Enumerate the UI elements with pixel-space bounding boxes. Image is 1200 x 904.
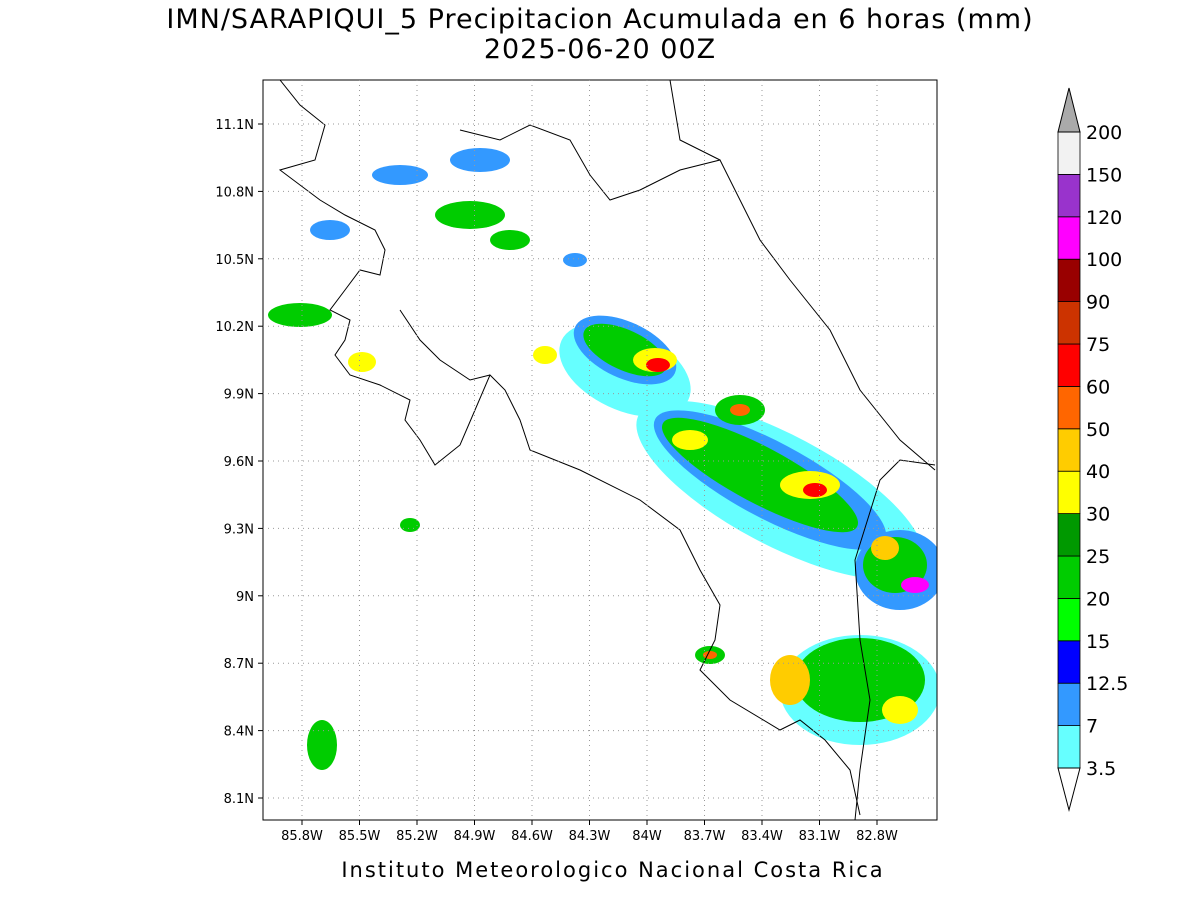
- lon-label: 83.1W: [799, 829, 841, 844]
- map-area: [268, 80, 937, 820]
- colorbar-label: 120: [1086, 207, 1122, 229]
- colorbar-label: 15: [1086, 631, 1110, 653]
- colorbar-box: [1057, 598, 1081, 642]
- colorbar-label: 3.5: [1086, 758, 1116, 780]
- lon-label: 84W: [632, 829, 662, 844]
- colorbar-box: [1057, 682, 1081, 727]
- lat-label: 9.6N: [224, 455, 254, 470]
- lon-label: 83.7W: [684, 829, 726, 844]
- colorbar-label: 7: [1086, 716, 1098, 738]
- lon-label: 84.3W: [569, 829, 611, 844]
- lon-label: 84.6W: [511, 829, 553, 844]
- colorbar-label: 25: [1086, 546, 1110, 568]
- lat-label: 10.8N: [215, 185, 254, 200]
- colorbar-label: 150: [1086, 164, 1122, 186]
- lat-label: 10.5N: [215, 253, 254, 268]
- lat-label: 11.1N: [215, 118, 254, 133]
- lat-label: 10.2N: [215, 320, 254, 335]
- colorbar-label: 40: [1086, 461, 1110, 483]
- colorbar-box: [1057, 301, 1081, 345]
- colorbar-box: [1057, 640, 1081, 684]
- lon-label: 84.9W: [454, 829, 496, 844]
- colorbar-box: [1057, 513, 1081, 557]
- title: IMN/SARAPIQUI_5 Precipitacion Acumulada …: [166, 4, 1033, 35]
- colorbar-under-arrow: [1057, 767, 1081, 812]
- lon-label: 83.4W: [741, 829, 783, 844]
- precip-field: [268, 148, 937, 770]
- footer: Instituto Meteorologico Nacional Costa R…: [341, 858, 884, 882]
- colorbar-label: 100: [1086, 249, 1122, 271]
- lat-label: 8.1N: [224, 792, 254, 807]
- colorbar-label: 75: [1086, 334, 1110, 356]
- subtitle: 2025-06-20 00Z: [484, 34, 716, 65]
- colorbar-label: 50: [1086, 419, 1110, 441]
- lon-label: 85.5W: [339, 829, 381, 844]
- colorbar-over-arrow: [1057, 87, 1081, 133]
- lat-label: 8.4N: [224, 725, 254, 740]
- map-frame: [262, 79, 938, 821]
- colorbar-box: [1057, 555, 1081, 599]
- colorbar-label: 60: [1086, 376, 1110, 398]
- colorbar-label: 20: [1086, 588, 1110, 610]
- colorbar-label: 12.5: [1086, 673, 1128, 695]
- colorbar-box: [1057, 725, 1081, 769]
- colorbar-label: 200: [1086, 122, 1122, 144]
- lat-label: 8.7N: [224, 657, 254, 672]
- colorbar-label: 90: [1086, 292, 1110, 314]
- lon-label: 85.2W: [396, 829, 438, 844]
- colorbar-box: [1057, 385, 1081, 430]
- colorbar-box: [1057, 428, 1081, 472]
- colorbar-box: [1057, 131, 1081, 175]
- lat-label: 9.9N: [224, 388, 254, 403]
- colorbar-box: [1057, 173, 1081, 218]
- lat-label: 9N: [236, 590, 254, 605]
- lat-label: 9.3N: [224, 522, 254, 537]
- lon-label: 85.8W: [281, 829, 323, 844]
- colorbar-box: [1057, 470, 1081, 515]
- colorbar-box: [1057, 258, 1081, 303]
- colorbar-box: [1057, 216, 1081, 260]
- colorbar-label: 30: [1086, 504, 1110, 526]
- lon-label: 82.8W: [856, 829, 898, 844]
- colorbar-box: [1057, 343, 1081, 387]
